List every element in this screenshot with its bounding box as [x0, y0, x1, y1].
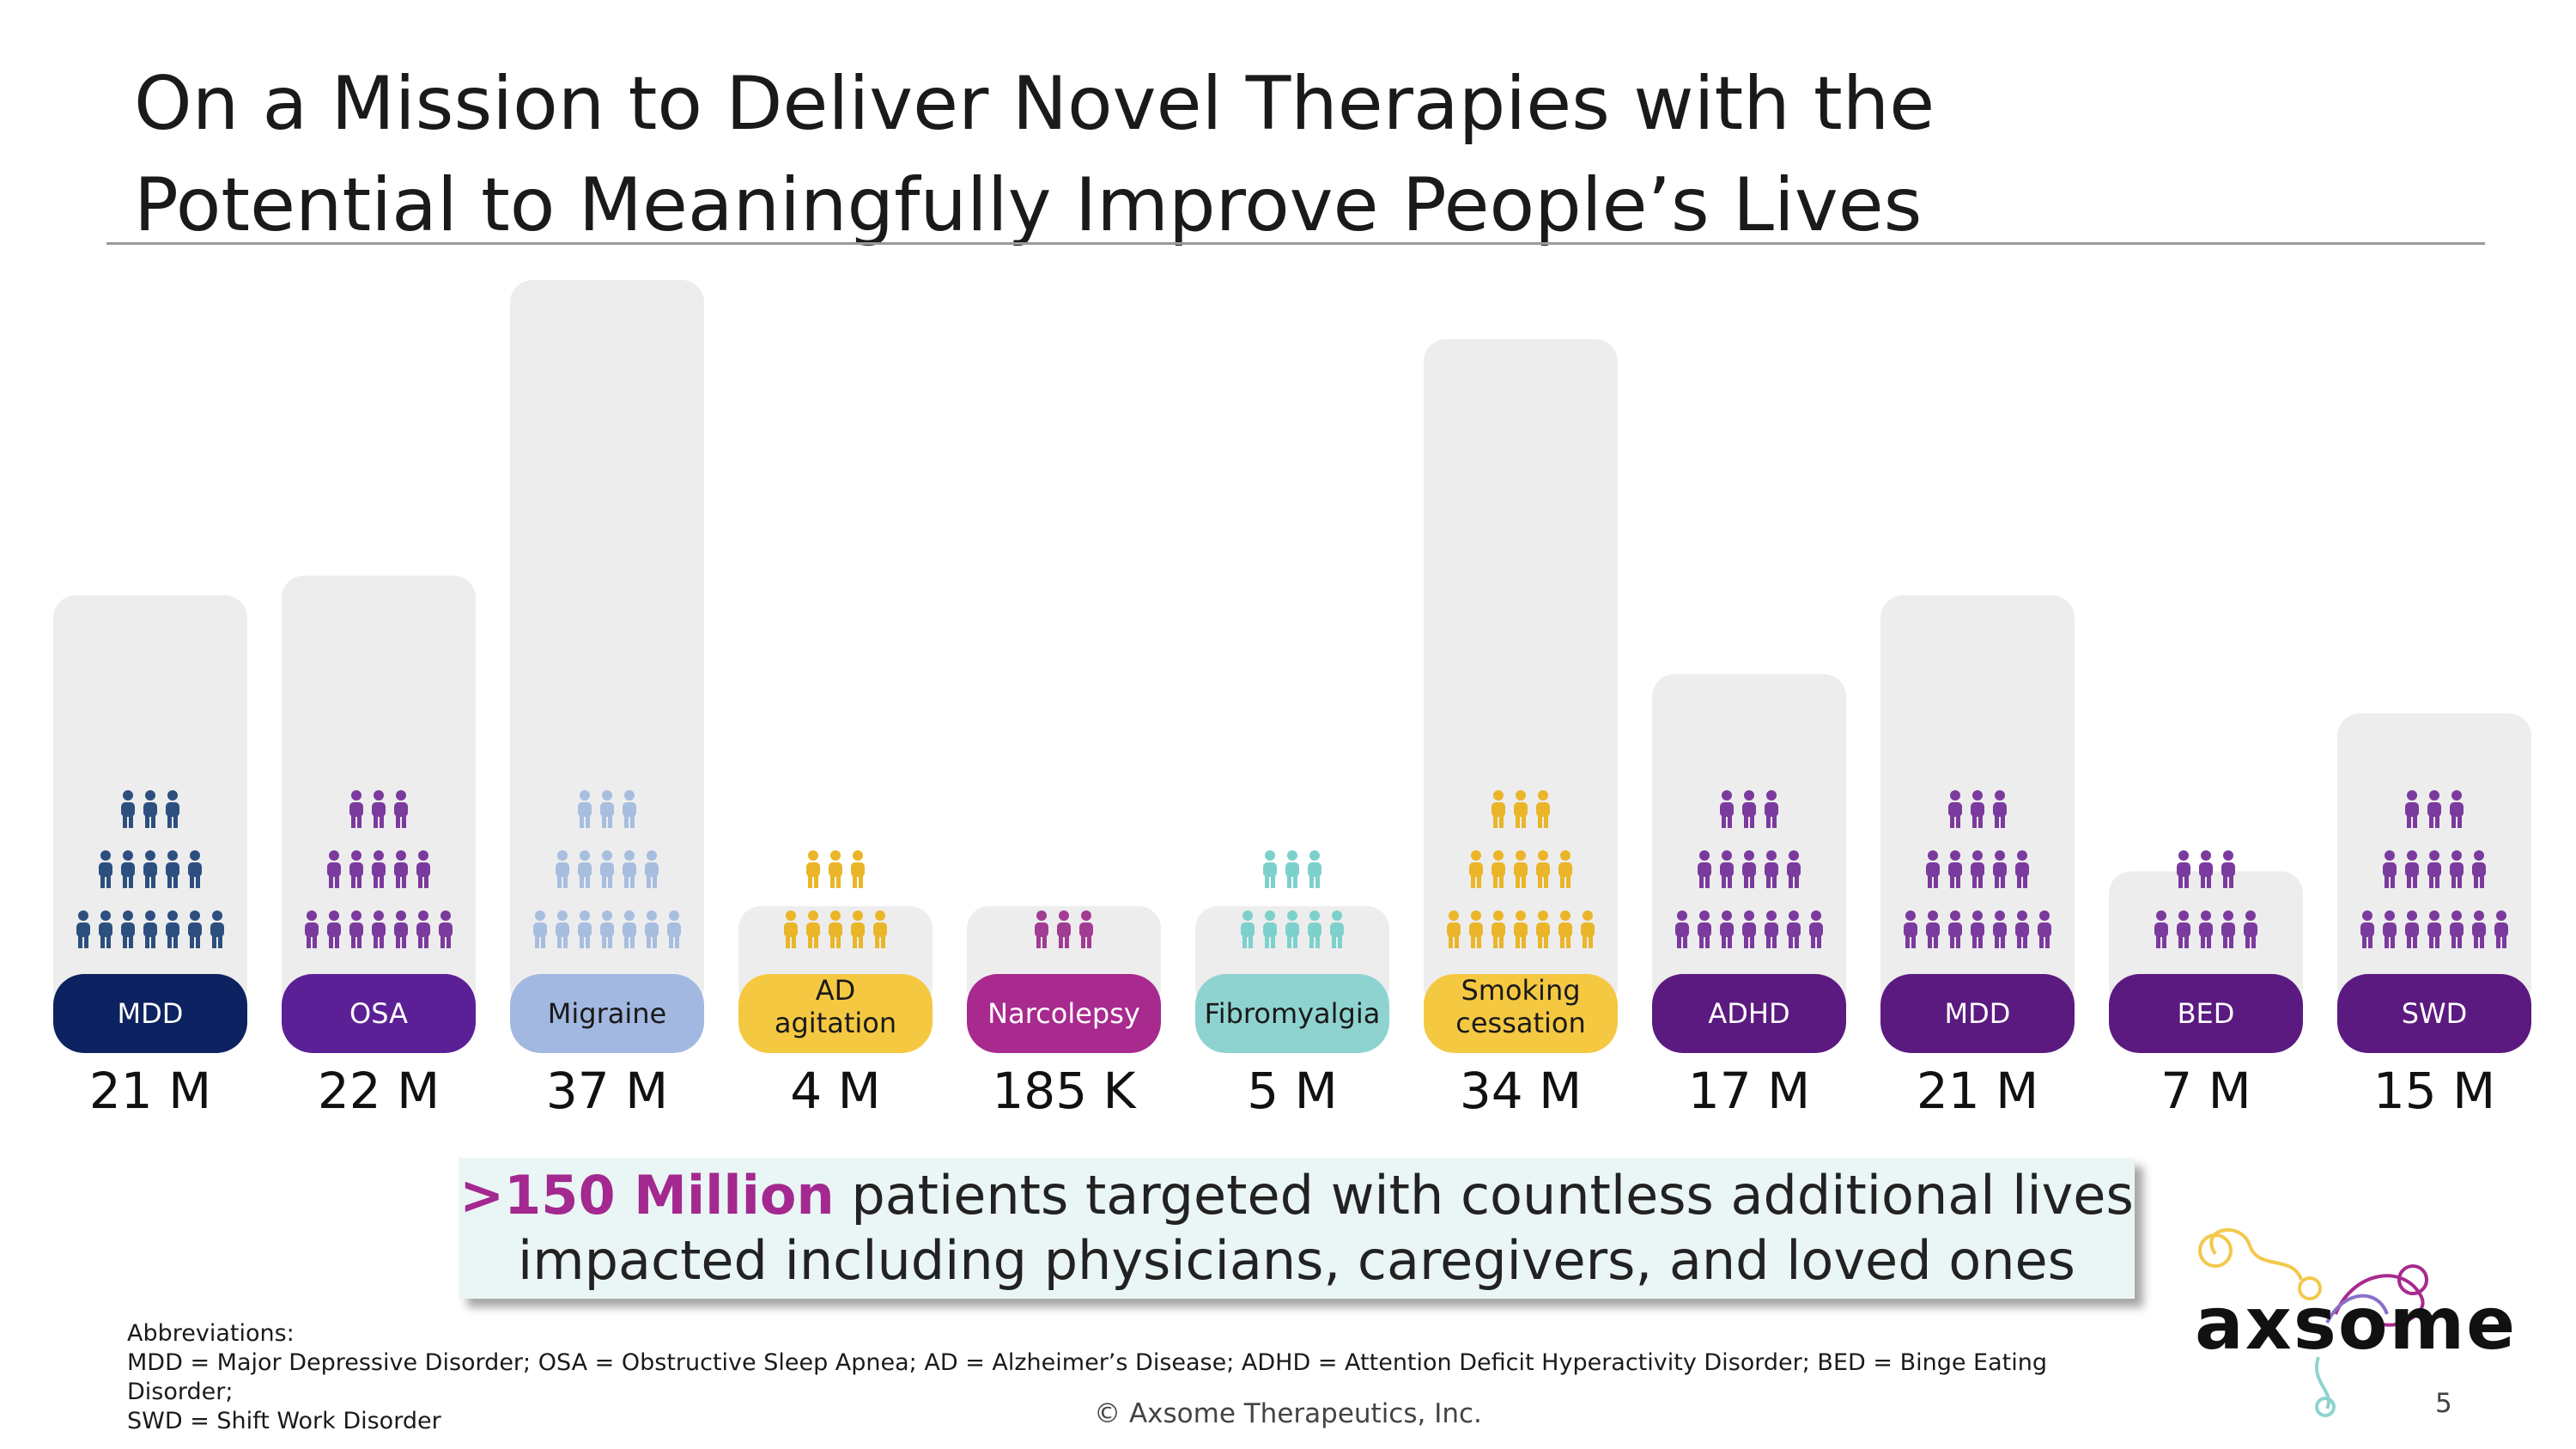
- category-label: BED: [2178, 997, 2235, 1030]
- people-icon: [1035, 910, 1093, 948]
- bar: [2109, 974, 2303, 1053]
- category-label: SWD: [2402, 997, 2468, 1030]
- bar: [1652, 974, 1846, 1053]
- data-label: 7 M: [2160, 1062, 2251, 1120]
- callout-box: >150 Million patients targeted with coun…: [459, 1158, 2135, 1299]
- data-label: 4 M: [790, 1062, 880, 1120]
- data-label: 15 M: [2373, 1062, 2495, 1120]
- category-label: MDD: [1945, 997, 2011, 1030]
- abbreviations-footnote: Abbreviations: MDD = Major Depressive Di…: [127, 1319, 2154, 1436]
- data-label: 5 M: [1247, 1062, 1337, 1120]
- people-icon: [76, 790, 224, 948]
- page-title: On a Mission to Deliver Novel Therapies …: [134, 53, 2281, 256]
- bar: [967, 974, 1161, 1053]
- callout-line-2: impacted including physicians, caregiver…: [518, 1229, 2075, 1292]
- abbreviations-line-2: SWD = Shift Work Disorder: [127, 1408, 441, 1434]
- data-label: 185 K: [992, 1062, 1137, 1120]
- people-icon: [1675, 790, 1823, 948]
- data-label: 37 M: [546, 1062, 668, 1120]
- patient-population-chart: MDD 21 M OSA 22 M Migraine 37 M AD agitation 4 M…: [53, 280, 2531, 1120]
- bar-background: [1424, 338, 1618, 1009]
- category-label: MDD: [118, 997, 184, 1030]
- people-icon: [2360, 790, 2508, 948]
- category-label: OSA: [349, 997, 408, 1030]
- bar: [1424, 974, 1618, 1053]
- bar: [738, 974, 933, 1053]
- data-label: 21 M: [1917, 1062, 2038, 1120]
- title-line-1: On a Mission to Deliver Novel Therapies …: [134, 61, 1935, 147]
- callout-highlight: >150 Million: [459, 1164, 835, 1227]
- data-label: 17 M: [1688, 1062, 1810, 1120]
- people-icon: [1904, 790, 2051, 948]
- bar: [53, 974, 247, 1053]
- abbreviations-line-1: MDD = Major Depressive Disorder; OSA = O…: [127, 1349, 2048, 1405]
- axsome-logo-icon: [2198, 1228, 2428, 1417]
- bar-background: [510, 280, 704, 1009]
- abbreviations-heading: Abbreviations:: [127, 1320, 295, 1347]
- bar: [282, 974, 476, 1053]
- category-label: Migraine: [548, 997, 666, 1030]
- bar-background: [2337, 713, 2531, 1009]
- category-label: ADHD: [1708, 997, 1789, 1030]
- data-label: 22 M: [318, 1062, 440, 1120]
- people-icon: [784, 850, 887, 948]
- people-icon: [533, 790, 681, 948]
- title-line-2: Potential to Meaningfully Improve People…: [134, 162, 1923, 248]
- data-label: 34 M: [1460, 1062, 1582, 1120]
- category-label: Fibromyalgia: [1205, 997, 1381, 1030]
- logo-wordmark: axsome: [2195, 1282, 2518, 1366]
- people-icon: [1241, 850, 1344, 948]
- people-icon: [305, 790, 453, 948]
- bar: [1880, 974, 2075, 1053]
- bar: [510, 974, 704, 1053]
- category-label: Smoking cessation: [1455, 974, 1586, 1039]
- people-icon: [1447, 790, 1595, 948]
- page-number: 5: [2435, 1388, 2452, 1419]
- category-label: AD agitation: [775, 974, 896, 1039]
- people-icon: [2154, 850, 2257, 948]
- category-label: Narcolepsy: [987, 997, 1140, 1030]
- data-label: 21 M: [89, 1062, 211, 1120]
- callout-line-1: patients targeted with countless additio…: [834, 1164, 2134, 1227]
- title-divider: [106, 242, 2485, 245]
- bar-background: [1652, 673, 1846, 1009]
- bar: [2337, 974, 2531, 1053]
- bar: [1195, 974, 1389, 1053]
- copyright-text: © Axsome Therapeutics, Inc.: [1094, 1398, 1482, 1429]
